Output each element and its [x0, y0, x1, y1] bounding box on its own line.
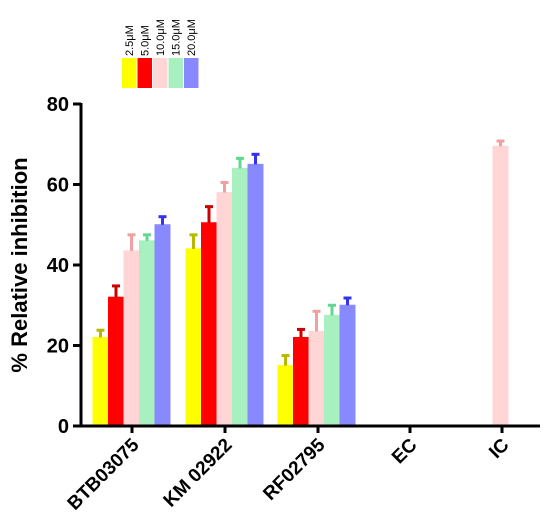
x-labels: BTB03075 KM 02922 RF02795 EC IC: [64, 426, 514, 515]
x-category-label: EC: [388, 434, 422, 468]
bar: [185, 248, 202, 427]
bar: [293, 336, 309, 427]
x-category-label: IC: [485, 434, 513, 462]
bar: [154, 224, 171, 427]
legend-swatch: [168, 58, 183, 88]
bars: [92, 139, 509, 427]
bar: [139, 240, 155, 427]
bar: [232, 167, 248, 427]
legend-label: 15.0μM: [171, 19, 183, 56]
legend-label: 5.0μM: [140, 25, 152, 56]
legend: 2.5μM 5.0μM 10.0μM 15.0μM 20.0μM: [122, 19, 199, 88]
y-axis-title: % Relative inhibition: [7, 157, 32, 372]
y-tick-label: 0: [58, 416, 69, 438]
bar: [108, 296, 124, 427]
bar: [492, 145, 509, 427]
x-category-label: RF02795: [259, 434, 329, 504]
y-tick-label: 80: [47, 94, 69, 116]
bar: [339, 304, 356, 427]
x-category-label: BTB03075: [64, 434, 144, 514]
y-tick-label: 60: [47, 175, 69, 197]
bar: [277, 365, 294, 427]
y-tick-label: 20: [47, 336, 69, 358]
legend-swatch: [137, 58, 152, 88]
legend-swatch: [122, 58, 137, 88]
y-tick-label: 40: [47, 255, 69, 277]
bar: [216, 192, 233, 427]
y-ticks: 0 20 40 60 80: [47, 94, 81, 438]
legend-label: 20.0μM: [186, 19, 198, 56]
legend-swatch: [153, 58, 168, 88]
bar: [92, 336, 109, 427]
bar: [123, 250, 140, 427]
legend-label: 10.0μM: [155, 19, 167, 56]
bar: [247, 163, 264, 427]
x-category-label: KM 02922: [160, 435, 237, 512]
legend-swatch: [184, 58, 199, 88]
bar: [324, 314, 340, 427]
legend-label: 2.5μM: [124, 25, 136, 56]
bar: [201, 222, 217, 427]
bar: [308, 330, 325, 427]
